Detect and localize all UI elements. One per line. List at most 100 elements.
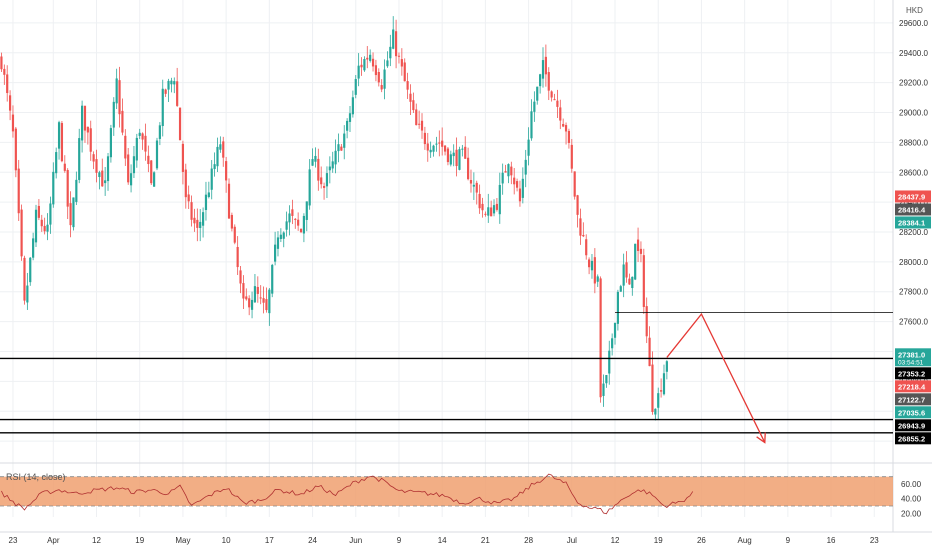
time-axis[interactable]: 23 Apr 12 19 May 10 17 24 Jun 9 14 21 28 Jul 12 19 26 Aug… (9, 536, 880, 545)
candle (481, 197, 484, 218)
price-axis[interactable]: 26800.027000.027200.027400.027600.027800… (895, 19, 931, 518)
candle (135, 133, 138, 168)
candle (181, 140, 185, 185)
rsi-indicator-label[interactable]: RSI (14, close) (6, 472, 66, 482)
candle (567, 128, 571, 149)
candle (78, 128, 81, 184)
candle (8, 90, 12, 121)
candle (585, 234, 588, 260)
candle (288, 205, 291, 236)
candle (176, 67, 179, 107)
candle (161, 79, 164, 137)
price-tag[interactable]: 26855.2 (895, 432, 931, 445)
candle (141, 132, 144, 150)
price-tag[interactable]: 28416.4 (895, 203, 931, 216)
svg-text:26943.9: 26943.9 (898, 421, 925, 430)
candle (400, 48, 403, 76)
candle (248, 295, 251, 316)
candle (331, 151, 334, 173)
candles (0, 16, 668, 421)
candle (371, 52, 375, 72)
candle (322, 182, 326, 200)
price-tick-label: 29000.0 (899, 109, 928, 118)
candle (426, 132, 429, 162)
price-tag[interactable]: 27353.2 (895, 367, 931, 380)
candle (619, 284, 622, 292)
candle (484, 211, 487, 217)
candle (386, 51, 389, 68)
candle (651, 351, 654, 415)
candle (210, 160, 213, 200)
candle (155, 137, 159, 171)
candle (37, 199, 40, 221)
svg-text:28437.9: 28437.9 (898, 192, 925, 201)
price-tag[interactable]: 27381.003:54:51 (895, 348, 931, 367)
candle (559, 99, 562, 130)
candle (418, 110, 421, 129)
candle (536, 86, 539, 105)
candle (29, 256, 32, 286)
candle (605, 374, 608, 388)
candle (530, 99, 533, 141)
candle (153, 171, 156, 187)
candle (539, 73, 542, 94)
time-tick-label: May (175, 536, 190, 545)
time-tick-label: 23 (870, 536, 879, 545)
candle (562, 118, 565, 128)
svg-text:26855.2: 26855.2 (898, 434, 925, 443)
candle (464, 136, 467, 159)
candle (308, 159, 311, 210)
candle (645, 297, 648, 344)
candle (49, 196, 52, 234)
candle (236, 236, 239, 276)
rsi-panel (0, 473, 893, 515)
candle (86, 126, 89, 145)
candle (432, 144, 435, 157)
price-tag[interactable]: 28384.1 (895, 216, 931, 229)
candle (660, 378, 663, 398)
time-tick-label: 17 (265, 536, 274, 545)
price-tag[interactable]: 28437.9 (895, 190, 931, 203)
time-tick-label: 12 (92, 536, 101, 545)
price-tag[interactable]: 27035.6 (895, 406, 931, 419)
candle (628, 273, 631, 285)
candle (279, 228, 282, 243)
candle (472, 172, 475, 201)
support-levels (0, 312, 893, 434)
candle (518, 180, 522, 207)
candle (83, 105, 87, 143)
candle (276, 231, 280, 257)
candle (654, 408, 657, 421)
price-tag[interactable]: 27122.7 (895, 393, 931, 406)
candle (524, 149, 527, 188)
rsi-tick-label: 60.00 (901, 480, 922, 489)
candle (207, 181, 210, 199)
candle (43, 217, 46, 235)
forecast-path[interactable] (666, 312, 766, 443)
candle (158, 122, 161, 146)
candle (343, 125, 346, 160)
candle (124, 129, 127, 166)
candle (634, 243, 637, 281)
candle (230, 212, 233, 232)
candle (325, 166, 329, 198)
candle (311, 148, 314, 166)
price-tag[interactable]: 26943.9 (895, 419, 931, 432)
candle (291, 199, 294, 225)
candle (550, 90, 553, 102)
svg-text:27218.4: 27218.4 (898, 382, 926, 391)
candle (89, 120, 92, 161)
candle (40, 214, 43, 232)
candle (259, 285, 262, 305)
candle (576, 194, 579, 228)
candle (415, 103, 418, 126)
candle (510, 161, 513, 185)
candle (268, 287, 271, 326)
candle (587, 257, 591, 275)
candle (164, 88, 167, 97)
candle (544, 44, 547, 87)
candle (348, 106, 352, 133)
price-tag[interactable]: 27218.4 (895, 380, 931, 393)
candle (129, 164, 133, 193)
